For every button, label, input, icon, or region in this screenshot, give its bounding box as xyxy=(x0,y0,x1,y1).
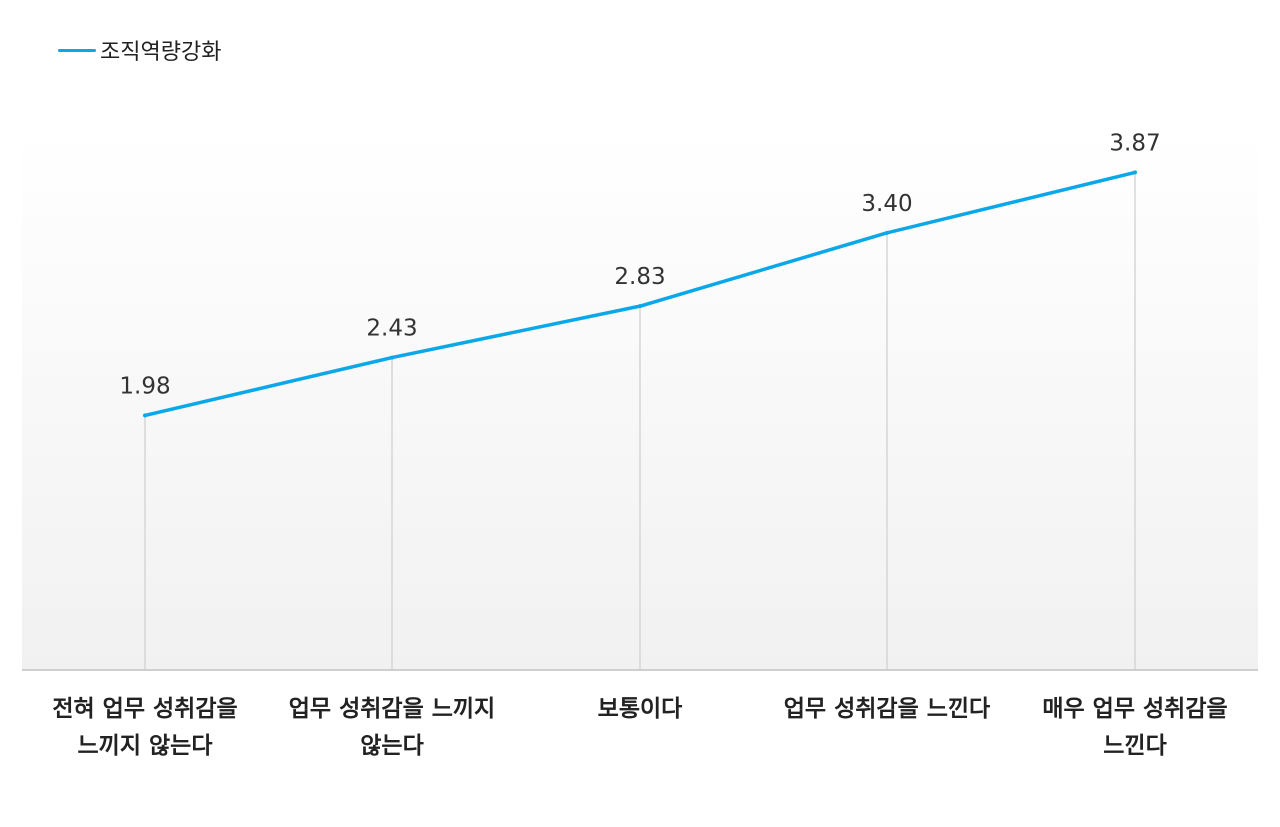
x-tick-label: 매우 업무 성취감을 느낀다 xyxy=(1042,696,1227,759)
data-label: 3.40 xyxy=(861,191,912,217)
x-tick-label: 업무 성취감을 느낀다 xyxy=(784,696,990,722)
data-point xyxy=(390,355,394,360)
x-tick-label: 전혀 업무 성취감을 느끼지 않는다 xyxy=(52,696,237,759)
x-tick-label: 보통이다 xyxy=(598,696,683,722)
legend: 조직역량강화 xyxy=(58,34,221,66)
legend-swatch xyxy=(58,48,96,52)
data-label: 1.98 xyxy=(119,373,170,399)
legend-label: 조직역량강화 xyxy=(100,40,222,65)
x-tick-label: 업무 성취감을 느끼지 않는다 xyxy=(289,696,495,759)
data-label: 3.87 xyxy=(1109,130,1160,156)
data-point xyxy=(143,413,147,418)
data-label: 2.83 xyxy=(614,264,665,290)
data-label: 2.43 xyxy=(366,316,417,342)
data-point xyxy=(1133,170,1137,175)
data-point xyxy=(638,304,642,309)
data-point xyxy=(885,230,889,235)
